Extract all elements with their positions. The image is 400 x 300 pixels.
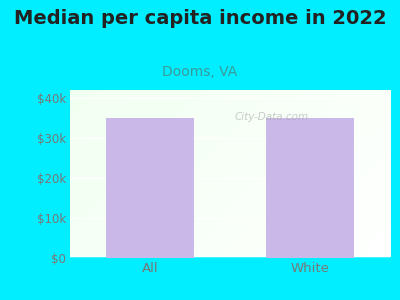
Bar (106, 118, 194, 258)
Text: Dooms, VA: Dooms, VA (162, 64, 238, 79)
Text: Median per capita income in 2022: Median per capita income in 2022 (14, 9, 386, 28)
Text: City-Data.com: City-Data.com (234, 112, 309, 122)
Bar (266, 118, 354, 258)
